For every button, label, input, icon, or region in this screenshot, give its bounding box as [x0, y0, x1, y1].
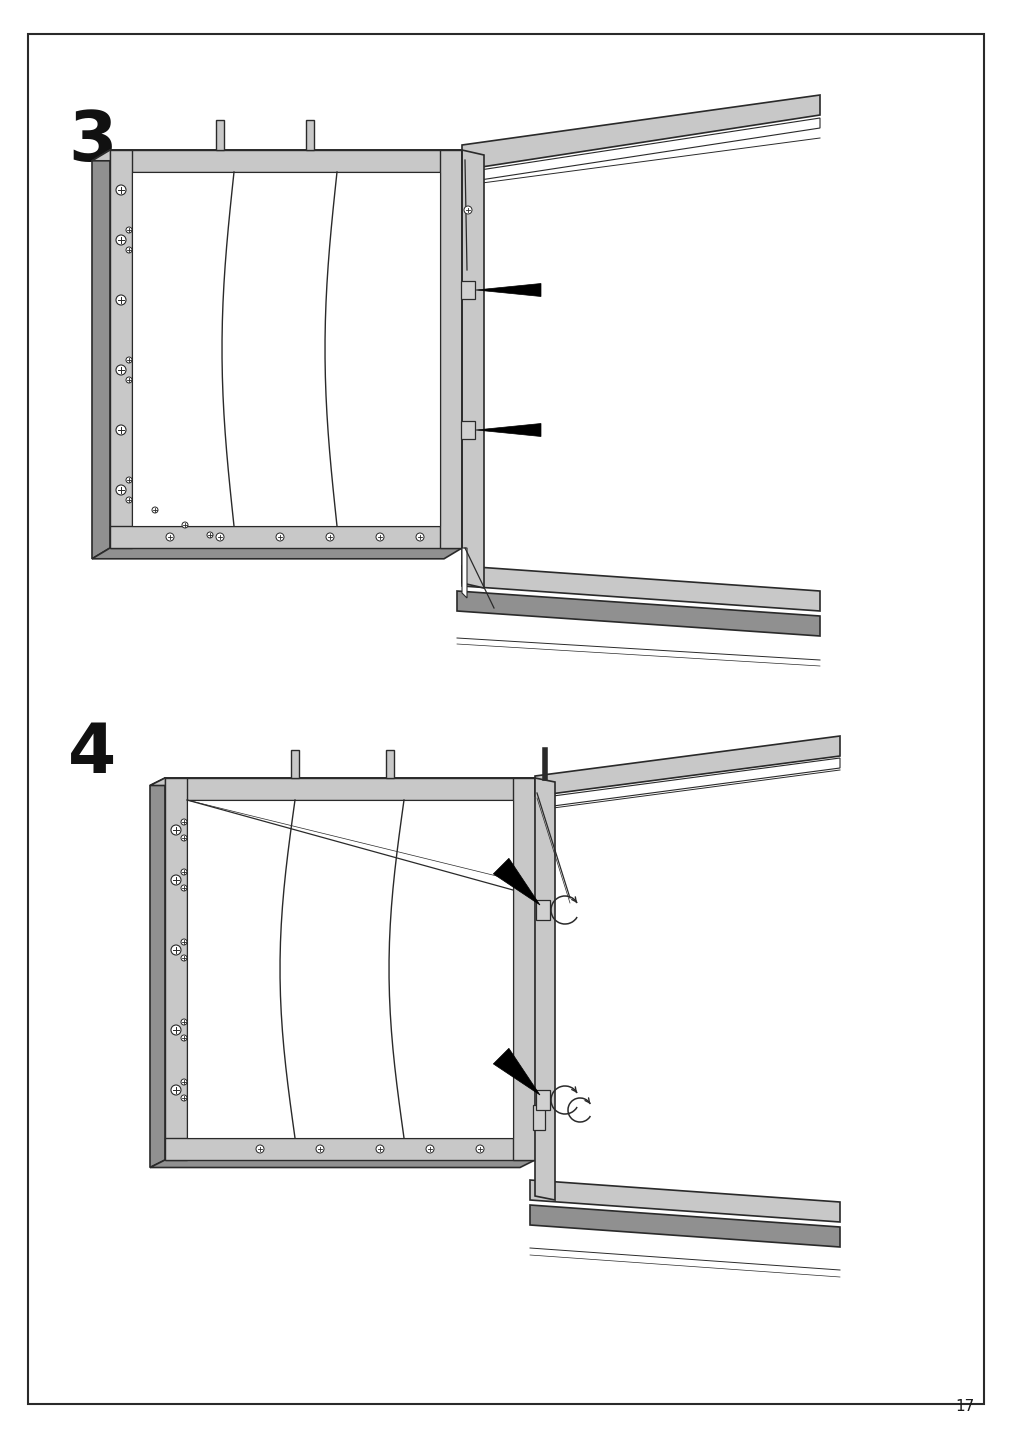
Polygon shape [110, 150, 131, 548]
Circle shape [181, 819, 187, 825]
Circle shape [475, 1146, 483, 1153]
Polygon shape [492, 858, 540, 905]
Bar [536, 1090, 549, 1110]
Circle shape [181, 939, 187, 945]
Circle shape [416, 533, 424, 541]
Bar [291, 750, 298, 778]
Text: 4: 4 [68, 720, 116, 788]
Circle shape [126, 497, 131, 503]
Circle shape [181, 1020, 187, 1025]
Circle shape [171, 1025, 181, 1035]
Bar [536, 899, 549, 919]
Circle shape [116, 485, 126, 495]
Polygon shape [92, 150, 462, 160]
Text: 17: 17 [954, 1399, 974, 1413]
Polygon shape [110, 150, 462, 172]
Polygon shape [462, 150, 483, 589]
Bar [461, 421, 474, 440]
Circle shape [256, 1146, 264, 1153]
Polygon shape [513, 778, 535, 1160]
Polygon shape [466, 117, 819, 182]
Circle shape [181, 869, 187, 875]
Circle shape [126, 246, 131, 253]
Circle shape [463, 206, 471, 213]
Polygon shape [110, 526, 462, 548]
Circle shape [166, 533, 174, 541]
Circle shape [116, 235, 126, 245]
Polygon shape [475, 284, 541, 296]
Circle shape [171, 1085, 181, 1095]
Circle shape [181, 1078, 187, 1085]
Circle shape [207, 533, 212, 538]
Circle shape [126, 228, 131, 233]
Circle shape [171, 875, 181, 885]
Circle shape [126, 357, 131, 362]
Circle shape [315, 1146, 324, 1153]
Circle shape [215, 533, 223, 541]
Polygon shape [187, 800, 513, 1138]
Circle shape [116, 425, 126, 435]
Circle shape [181, 885, 187, 891]
Circle shape [376, 1146, 383, 1153]
Polygon shape [165, 1138, 535, 1160]
Polygon shape [535, 778, 554, 1200]
Circle shape [181, 955, 187, 961]
Circle shape [126, 477, 131, 483]
Polygon shape [110, 150, 462, 548]
Polygon shape [165, 778, 187, 1160]
Bar [215, 120, 223, 150]
Circle shape [152, 507, 158, 513]
Polygon shape [131, 172, 440, 526]
Circle shape [276, 533, 284, 541]
Polygon shape [462, 566, 819, 611]
Circle shape [116, 365, 126, 375]
Polygon shape [150, 778, 535, 786]
Polygon shape [530, 1180, 839, 1221]
FancyBboxPatch shape [533, 1106, 545, 1130]
Circle shape [376, 533, 383, 541]
Circle shape [116, 185, 126, 195]
Polygon shape [440, 150, 462, 548]
Text: 3: 3 [68, 107, 116, 175]
Polygon shape [538, 758, 839, 808]
Polygon shape [92, 150, 110, 558]
Polygon shape [462, 95, 819, 170]
Circle shape [171, 945, 181, 955]
Bar [385, 750, 393, 778]
Circle shape [116, 295, 126, 305]
Circle shape [326, 533, 334, 541]
Circle shape [181, 1095, 187, 1101]
Polygon shape [165, 778, 535, 800]
Circle shape [426, 1146, 434, 1153]
Polygon shape [462, 548, 466, 599]
Polygon shape [457, 591, 819, 636]
Polygon shape [530, 1204, 839, 1247]
Polygon shape [475, 424, 541, 437]
Circle shape [181, 1035, 187, 1041]
Circle shape [126, 377, 131, 382]
Circle shape [181, 835, 187, 841]
Bar [461, 281, 474, 299]
Polygon shape [150, 1160, 535, 1167]
Circle shape [171, 825, 181, 835]
Bar [305, 120, 313, 150]
Polygon shape [165, 778, 535, 1160]
Polygon shape [92, 548, 462, 558]
Circle shape [182, 523, 188, 528]
Polygon shape [535, 736, 839, 796]
Polygon shape [150, 778, 165, 1167]
Polygon shape [492, 1048, 540, 1095]
